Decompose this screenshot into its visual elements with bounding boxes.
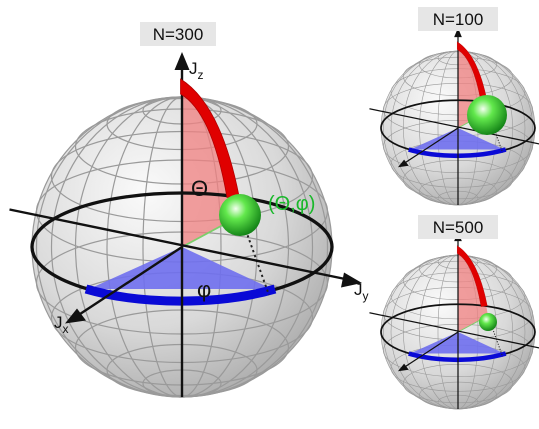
axis-sub: y xyxy=(363,289,369,303)
axis-main: J xyxy=(189,59,198,78)
point-label: (Θ,φ) xyxy=(268,193,315,215)
theta-label: Θ xyxy=(191,176,208,201)
page: N=300 Jz Jy Jx Θ φ (Θ,φ) N=100 N=500 (()… xyxy=(0,0,539,429)
axis-label: Jz xyxy=(189,59,204,82)
state-point xyxy=(467,95,507,135)
sphere-n100: N=100 xyxy=(369,7,539,205)
sphere-main: N=300 Jz Jy Jx Θ φ (Θ,φ) xyxy=(10,22,369,397)
panel-label: N=300 xyxy=(153,25,204,44)
axis-main: J xyxy=(54,313,63,332)
sphere-part xyxy=(369,232,539,409)
axis-main: J xyxy=(354,280,363,299)
panel-label: N=100 xyxy=(433,10,484,29)
panel-label: N=500 xyxy=(433,218,484,237)
sphere-part xyxy=(10,52,363,397)
phi-label: φ xyxy=(197,277,211,302)
axis-sub: z xyxy=(198,68,204,82)
state-point xyxy=(479,313,497,331)
sphere-n500: N=500 xyxy=(369,215,539,409)
diagram: N=300 Jz Jy Jx Θ φ (Θ,φ) N=100 N=500 xyxy=(0,0,539,429)
axis-sub: x xyxy=(63,322,69,336)
sphere-part xyxy=(369,28,539,205)
state-point xyxy=(219,194,261,236)
axis-label: Jy xyxy=(354,280,369,303)
